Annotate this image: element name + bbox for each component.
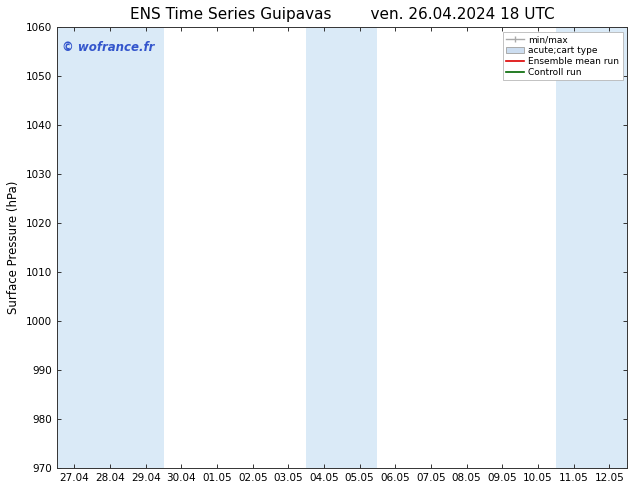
Bar [342, 27, 377, 468]
Legend: min/max, acute;cart type, Ensemble mean run, Controll run: min/max, acute;cart type, Ensemble mean … [503, 32, 623, 80]
Title: ENS Time Series Guipavas        ven. 26.04.2024 18 UTC: ENS Time Series Guipavas ven. 26.04.2024… [129, 7, 554, 22]
Bar [128, 27, 164, 468]
Bar [306, 27, 342, 468]
Bar [592, 27, 627, 468]
Text: © wofrance.fr: © wofrance.fr [62, 41, 155, 53]
Bar [556, 27, 592, 468]
Y-axis label: Surface Pressure (hPa): Surface Pressure (hPa) [7, 181, 20, 315]
Bar [56, 27, 93, 468]
Bar [93, 27, 128, 468]
